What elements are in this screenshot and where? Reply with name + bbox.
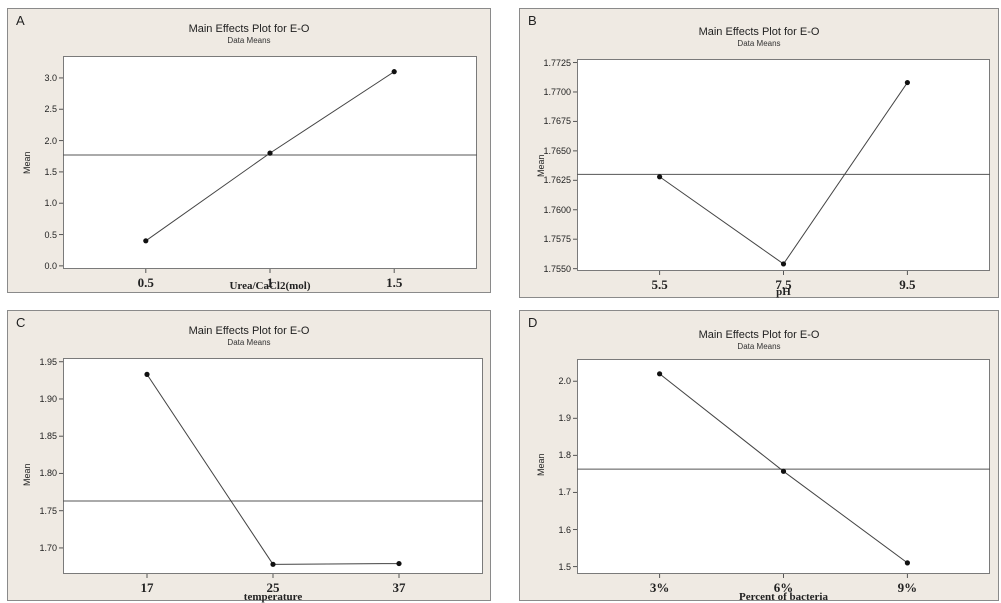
x-tick-label-a: 0.5 (137, 275, 154, 290)
data-point-a (267, 150, 273, 156)
chart-title-a: Main Effects Plot for E-O (188, 23, 310, 35)
x-tick-label-d: 9% (897, 580, 918, 595)
data-point-b (657, 174, 663, 180)
y-tick-label-b: 1.7675 (543, 116, 571, 127)
x-tick-label-c: 17 (140, 580, 154, 595)
data-point-d (657, 371, 663, 377)
y-axis-label-c: Mean (22, 463, 32, 486)
y-tick-label-d: 1.9 (558, 413, 571, 424)
x-tick-label-a: 1.5 (386, 275, 403, 290)
y-tick-label-b: 1.7625 (543, 175, 571, 186)
chart-panel-c: C Main Effects Plot for E-O Data Means M… (7, 310, 491, 603)
x-tick-label-d: 6% (773, 580, 794, 595)
plot-svg-d (573, 371, 990, 578)
y-tick-label-b: 1.7600 (543, 204, 571, 215)
plot-area-a (63, 56, 477, 269)
panel-label-a: A (16, 13, 25, 28)
x-axis-label-c: temperature (243, 591, 303, 603)
x-tick-label-d: 3% (649, 580, 670, 595)
chart-panel-b: B Main Effects Plot for E-O Data Means M… (519, 8, 999, 298)
panel-label-d: D (528, 315, 538, 330)
x-tick-label-a: 1 (266, 275, 274, 290)
x-axis-label-a: Urea/CaCl2(mol) (229, 280, 311, 292)
panel-label-c: C (16, 315, 26, 330)
y-tick-label-b: 1.7725 (543, 57, 571, 68)
x-tick-label-b: 9.5 (899, 277, 916, 292)
x-tick-label-b: 5.5 (651, 277, 668, 292)
y-axis-label-a: Mean (22, 151, 32, 174)
plot-area-b (577, 59, 990, 271)
plot-svg-b (573, 62, 990, 275)
y-tick-label-b: 1.7650 (543, 145, 571, 156)
y-tick-label-c: 1.75 (39, 505, 57, 516)
y-tick-label-a: 3.0 (44, 72, 57, 83)
plot-area-c (63, 358, 483, 574)
y-tick-label-c: 1.85 (39, 431, 57, 442)
y-tick-label-a: 0.5 (44, 229, 57, 240)
y-tick-label-d: 1.6 (558, 524, 571, 535)
series-line-d (659, 373, 908, 564)
y-tick-label-d: 2.0 (558, 376, 571, 387)
plot-svg-c (59, 361, 483, 578)
chart-subtitle-a: Data Means (227, 36, 271, 45)
data-point-b (780, 261, 787, 267)
plot-area-d (577, 359, 990, 574)
series-line-c (146, 374, 400, 565)
y-tick-label-d: 1.5 (558, 561, 571, 572)
chart-subtitle-c: Data Means (227, 338, 271, 347)
data-point-b (904, 79, 910, 86)
chart-panel-a: A Main Effects Plot for E-O Data Means M… (7, 8, 491, 293)
y-tick-label-b: 1.7550 (543, 263, 571, 274)
chart-subtitle-b: Data Means (737, 39, 781, 48)
y-tick-label-b: 1.7700 (543, 86, 571, 97)
y-tick-label-c: 1.90 (39, 393, 57, 404)
y-tick-label-a: 2.5 (44, 104, 57, 115)
y-tick-label-a: 0.0 (44, 260, 57, 271)
y-tick-label-c: 1.95 (39, 356, 57, 367)
x-tick-label-c: 25 (266, 580, 280, 595)
series-line-a (145, 71, 395, 242)
chart-title-b: Main Effects Plot for E-O (698, 26, 820, 38)
data-point-d (904, 560, 910, 566)
series-line-b (659, 82, 908, 265)
chart-title-d: Main Effects Plot for E-O (698, 329, 820, 341)
y-tick-label-a: 2.0 (44, 135, 57, 146)
x-axis-label-d: Percent of bacteria (739, 591, 828, 603)
y-tick-label-d: 1.7 (558, 487, 571, 498)
y-tick-label-d: 1.8 (558, 450, 571, 461)
chart-panel-d: D Main Effects Plot for E-O Data Means M… (519, 310, 999, 603)
y-tick-label-a: 1.5 (44, 166, 57, 177)
x-tick-label-c: 37 (392, 580, 406, 595)
data-point-c (144, 371, 150, 377)
data-point-d (780, 468, 787, 474)
y-tick-label-c: 1.80 (39, 468, 57, 479)
data-point-a (391, 69, 397, 75)
x-axis-label-b: pH (776, 286, 791, 298)
data-point-a (143, 238, 149, 244)
data-point-c (396, 560, 402, 567)
y-tick-label-c: 1.70 (39, 542, 57, 553)
chart-title-c: Main Effects Plot for E-O (188, 325, 310, 337)
panel-label-b: B (528, 13, 537, 28)
data-point-c (270, 561, 276, 567)
y-tick-label-a: 1.0 (44, 198, 57, 209)
x-tick-label-b: 7.5 (775, 277, 792, 292)
y-axis-label-d: Mean (536, 453, 546, 476)
y-tick-label-b: 1.7575 (543, 234, 571, 245)
chart-subtitle-d: Data Means (737, 342, 781, 351)
plot-svg-a (59, 69, 477, 273)
